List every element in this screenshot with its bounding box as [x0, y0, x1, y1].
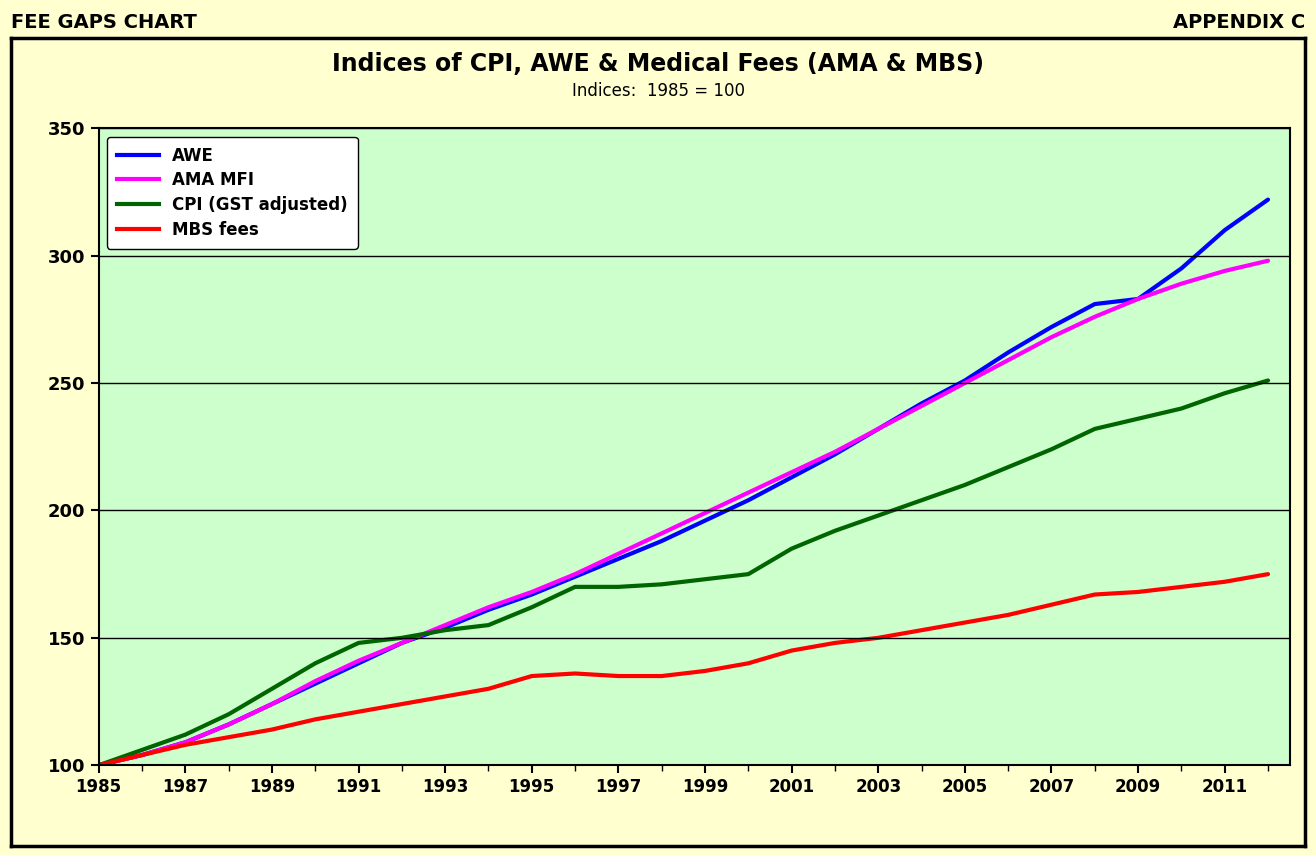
Legend: AWE, AMA MFI, CPI (GST adjusted), MBS fees: AWE, AMA MFI, CPI (GST adjusted), MBS fe… — [107, 137, 358, 249]
Text: FEE GAPS CHART: FEE GAPS CHART — [11, 13, 196, 32]
Text: APPENDIX C: APPENDIX C — [1174, 13, 1305, 32]
Text: Indices:  1985 = 100: Indices: 1985 = 100 — [571, 82, 745, 101]
Text: Indices of CPI, AWE & Medical Fees (AMA & MBS): Indices of CPI, AWE & Medical Fees (AMA … — [332, 52, 984, 76]
